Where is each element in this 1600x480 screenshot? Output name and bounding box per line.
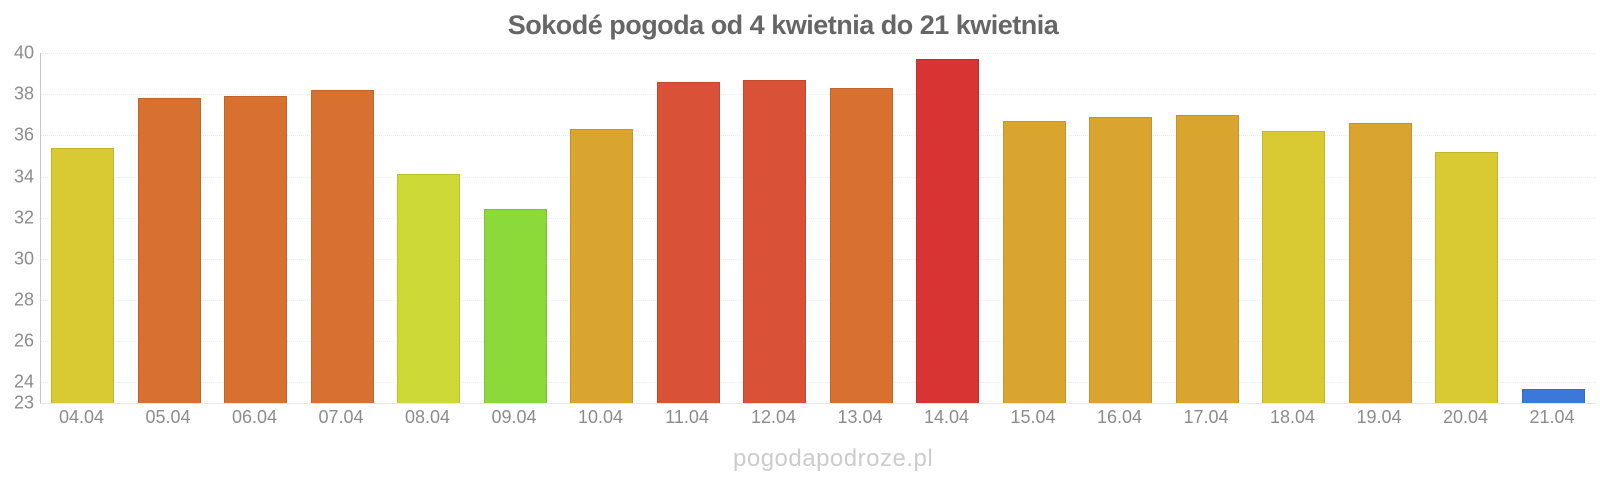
bar-13.04[interactable] [829,88,893,403]
x-tick-label-04.04: 04.04 [58,407,105,427]
bar-17.04[interactable] [1175,114,1239,403]
x-tick-label-09.04: 09.04 [491,407,537,427]
gridline-30 [41,258,1596,260]
x-tick-label-12.04: 12.04 [750,407,797,427]
bar-15.04[interactable] [1002,120,1066,403]
y-tick-label-30: 30 [13,248,34,269]
x-tick-label-08.04: 08.04 [404,407,451,427]
y-tick-label-32: 32 [13,207,34,228]
y-tick-label-24: 24 [13,371,34,392]
x-tick-label-17.04: 17.04 [1183,407,1229,427]
bar-06.04[interactable] [224,96,287,403]
gridline-36 [41,135,1596,137]
gridline-24 [41,382,1596,384]
bar-20.04[interactable] [1435,151,1498,403]
x-tick-label-16.04: 16.04 [1096,407,1143,427]
plot-area [40,53,1596,404]
x-tick-label-15.04: 15.04 [1010,407,1056,427]
x-tick-label-06.04: 06.04 [231,407,278,427]
bar-08.04[interactable] [397,174,460,403]
bar-10.04[interactable] [570,129,633,403]
gridline-34 [41,176,1596,178]
y-tick-label-26: 26 [13,330,34,351]
watermark: pogodapodroze.pl [733,445,934,472]
y-tick-label-38: 38 [13,83,34,104]
y-tick-label-36: 36 [13,124,34,145]
gridline-26 [41,341,1596,343]
x-tick-label-10.04: 10.04 [577,407,624,427]
bar-04.04[interactable] [51,147,114,403]
y-tick-label-40: 40 [13,42,34,63]
x-tick-label-07.04: 07.04 [318,407,364,427]
y-tick-label-28: 28 [13,289,34,310]
x-tick-label-14.04: 14.04 [923,407,970,427]
bar-05.04[interactable] [137,98,201,403]
bar-09.04[interactable] [483,209,547,403]
gridline-32 [41,217,1596,219]
x-tick-label-19.04: 19.04 [1356,407,1402,427]
x-tick-label-18.04: 18.04 [1269,407,1316,427]
x-tick-label-05.04: 05.04 [145,407,191,427]
bar-21.04[interactable] [1521,388,1585,403]
x-tick-label-11.04: 11.04 [665,407,709,427]
x-tick-label-13.04: 13.04 [837,407,883,427]
bar-16.04[interactable] [1089,116,1152,403]
gridline-40 [41,53,1596,54]
bar-18.04[interactable] [1262,131,1325,403]
y-tick-label-23: 23 [13,392,34,413]
bar-11.04[interactable] [656,81,720,403]
gridline-38 [41,94,1596,96]
bar-07.04[interactable] [310,90,374,403]
bar-12.04[interactable] [743,79,806,403]
x-tick-label-21.04: 21.04 [1529,407,1575,427]
gridline-28 [41,300,1596,302]
bar-14.04[interactable] [916,59,979,403]
x-tick-label-20.04: 20.04 [1442,407,1489,427]
y-tick-label-34: 34 [13,166,34,187]
chart-title: Sokodé pogoda od 4 kwietnia do 21 kwietn… [507,10,1059,40]
bar-19.04[interactable] [1348,123,1412,403]
